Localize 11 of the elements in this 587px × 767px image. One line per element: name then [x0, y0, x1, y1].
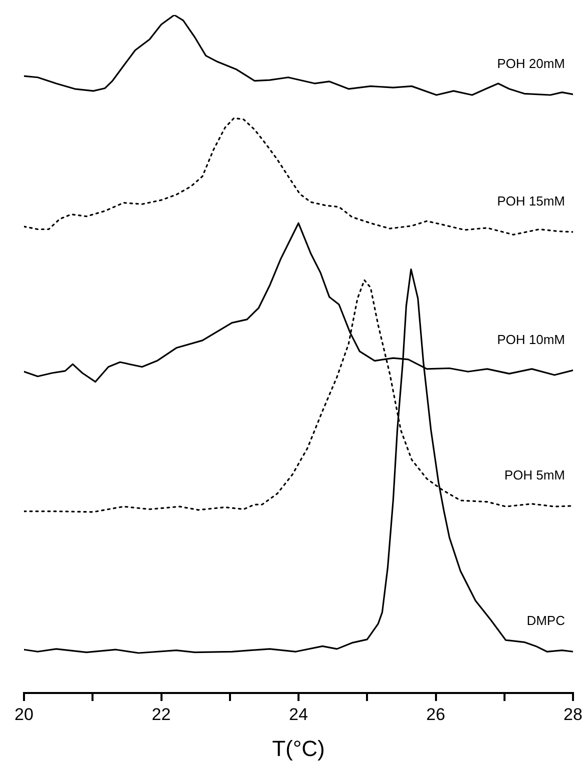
series-label: POH 5mM — [504, 467, 565, 482]
series-label: DMPC — [526, 613, 565, 628]
series-label: POH 20mM — [497, 56, 565, 71]
x-tick-label: 24 — [289, 704, 308, 724]
x-tick-label: 22 — [152, 704, 171, 724]
x-tick-label: 26 — [426, 704, 446, 724]
x-tick-label: 28 — [564, 704, 582, 724]
series-label: POH 10mM — [497, 332, 565, 347]
series-label: POH 15mM — [497, 194, 565, 209]
x-axis-title: T(°C) — [272, 736, 325, 761]
x-tick-label: 20 — [14, 704, 34, 724]
